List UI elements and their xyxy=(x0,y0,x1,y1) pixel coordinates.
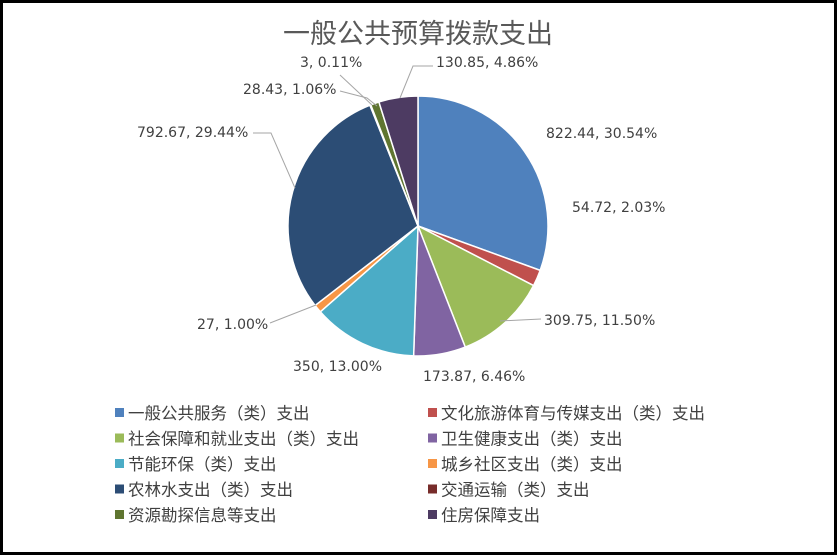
legend-label: 一般公共服务（类）支出 xyxy=(128,404,310,423)
pie-slice xyxy=(416,224,535,349)
data-label: 173.87, 6.46% xyxy=(423,369,525,385)
legend-label: 住房保障支出 xyxy=(441,506,540,525)
legend-label: 资源勘探信息等支出 xyxy=(128,506,277,525)
legend-label: 农林水支出（类）支出 xyxy=(128,481,293,500)
legend-swatch xyxy=(115,484,124,494)
legend-label: 交通运输（类）支出 xyxy=(441,481,590,500)
legend-swatch xyxy=(428,408,437,417)
leader-line xyxy=(339,74,373,106)
data-label: 822.44, 30.54% xyxy=(546,126,657,142)
data-label: 350, 13.00% xyxy=(293,359,382,375)
chart-title: 一般公共预算拨款支出 xyxy=(283,19,553,50)
leader-line xyxy=(253,132,296,189)
data-label: 3, 0.11% xyxy=(300,55,362,71)
legend-swatch xyxy=(115,408,124,417)
data-label: 54.72, 2.03% xyxy=(572,200,665,216)
legend-label: 节能环保（类）支出 xyxy=(128,455,277,474)
legend-swatch xyxy=(115,459,124,468)
leader-line xyxy=(339,90,378,107)
pie-slice xyxy=(417,95,549,272)
legend-swatch xyxy=(428,459,437,468)
legend-label: 城乡社区支出（类）支出 xyxy=(441,455,623,474)
legend-label: 文化旅游体育与传媒支出（类）支出 xyxy=(441,404,705,423)
legend-label: 社会保障和就业支出（类）支出 xyxy=(128,430,359,449)
legend-swatch xyxy=(428,484,437,494)
leader-line xyxy=(399,65,433,99)
leader-line xyxy=(499,318,542,322)
legend-swatch xyxy=(115,510,124,519)
data-label: 792.67, 29.44% xyxy=(137,125,248,141)
pie-slice xyxy=(319,224,419,357)
data-label: 130.85, 4.86% xyxy=(436,55,538,71)
data-label: 28.43, 1.06% xyxy=(243,82,336,98)
leader-line xyxy=(269,304,317,324)
data-label: 309.75, 11.50% xyxy=(544,313,655,329)
pie-slice xyxy=(377,95,419,227)
legend-label: 卫生健康支出（类）支出 xyxy=(441,430,623,449)
pie-slice xyxy=(287,104,419,307)
legend-swatch xyxy=(115,433,124,443)
legend-swatch xyxy=(428,433,437,443)
legend-swatch xyxy=(428,510,437,519)
data-label: 27, 1.00% xyxy=(197,317,268,333)
